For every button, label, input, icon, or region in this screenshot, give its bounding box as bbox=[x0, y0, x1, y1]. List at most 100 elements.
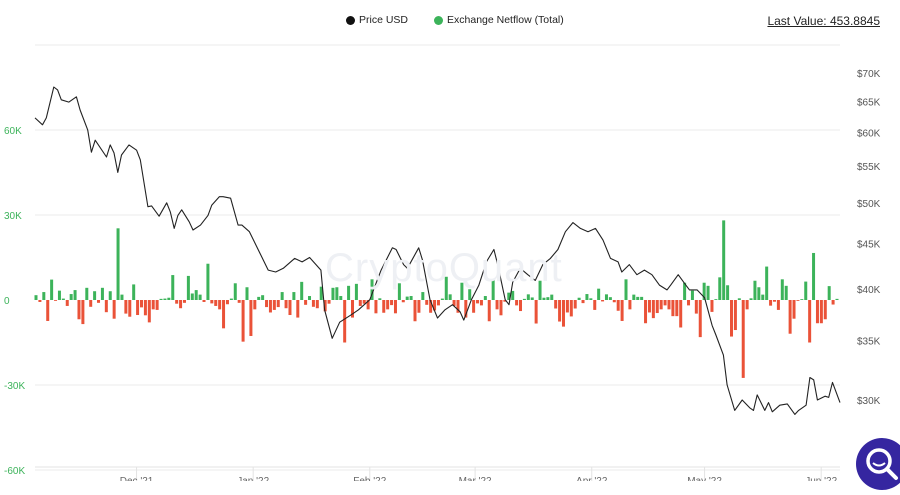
netflow-bar bbox=[741, 300, 745, 378]
netflow-bar bbox=[444, 276, 448, 300]
netflow-bar bbox=[479, 300, 483, 306]
netflow-bar bbox=[569, 300, 573, 317]
right-axis: $70K $65K $60K $55K $50K $45K $40K $35K $30K bbox=[857, 69, 881, 407]
netflow-bar bbox=[644, 300, 648, 324]
right-tick-label: $70K bbox=[857, 69, 881, 80]
netflow-bar bbox=[253, 300, 257, 310]
netflow-bar bbox=[132, 284, 136, 300]
netflow-bar bbox=[128, 300, 132, 317]
netflow-bar bbox=[835, 298, 839, 300]
netflow-bar bbox=[526, 294, 530, 300]
netflow-bar bbox=[538, 280, 542, 300]
netflow-bar bbox=[382, 300, 386, 313]
netflow-bar bbox=[237, 300, 241, 303]
x-tick-label: Mar '22 bbox=[459, 476, 492, 481]
netflow-bar bbox=[61, 298, 65, 300]
gridlines bbox=[35, 44, 840, 471]
x-tick-label: May '22 bbox=[687, 476, 722, 481]
netflow-bar bbox=[819, 300, 823, 324]
netflow-bar bbox=[679, 300, 683, 328]
netflow-bar bbox=[687, 300, 691, 306]
netflow-bar bbox=[331, 287, 335, 300]
netflow-bar bbox=[730, 300, 734, 337]
netflow-bar bbox=[597, 288, 601, 300]
netflow-bar bbox=[93, 291, 97, 300]
netflow-bar bbox=[77, 300, 81, 320]
right-tick-label: $60K bbox=[857, 128, 881, 139]
netflow-bar bbox=[511, 290, 515, 300]
netflow-bar bbox=[378, 298, 382, 300]
netflow-bar bbox=[284, 300, 288, 309]
netflow-bar bbox=[335, 287, 339, 300]
netflow-bar bbox=[393, 300, 397, 314]
right-tick-label: $45K bbox=[857, 239, 881, 250]
netflow-bar bbox=[268, 300, 272, 313]
netflow-bar bbox=[366, 300, 370, 310]
netflow-bar bbox=[214, 300, 218, 306]
netflow-bar bbox=[175, 300, 179, 304]
netflow-bar bbox=[585, 294, 589, 300]
netflow-bar bbox=[530, 297, 534, 300]
netflow-bar bbox=[358, 300, 362, 306]
netflow-bar bbox=[722, 220, 726, 300]
netflow-bar bbox=[50, 279, 54, 300]
x-tick-label: Jan '22 bbox=[237, 476, 269, 481]
netflow-bar bbox=[218, 300, 222, 310]
netflow-bar bbox=[210, 300, 214, 304]
netflow-bar bbox=[448, 294, 452, 300]
netflow-bar bbox=[702, 282, 706, 300]
netflow-bar bbox=[573, 300, 577, 309]
netflow-bar bbox=[362, 300, 366, 304]
netflow-bar bbox=[46, 300, 50, 321]
netflow-bar bbox=[604, 294, 608, 300]
netflow-bar bbox=[405, 296, 409, 300]
netflow-bar bbox=[354, 283, 358, 300]
netflow-bar bbox=[561, 300, 565, 327]
netflow-bar bbox=[272, 300, 276, 310]
legend-item-price[interactable]: Price USD bbox=[346, 14, 408, 26]
netflow-bar bbox=[225, 300, 229, 305]
netflow-bar bbox=[308, 296, 312, 300]
netflow-bar bbox=[507, 292, 511, 300]
left-tick-label: -60K bbox=[4, 466, 25, 477]
x-axis: Dec '21 Jan '22 Feb '22 Mar '22 Apr '22 May '… bbox=[35, 466, 840, 481]
search-button[interactable] bbox=[856, 438, 900, 490]
netflow-bar bbox=[671, 300, 675, 317]
netflow-bar bbox=[726, 285, 730, 300]
netflow-bar bbox=[257, 296, 261, 300]
right-tick-label: $30K bbox=[857, 396, 881, 407]
netflow-bars bbox=[34, 220, 839, 378]
netflow-bar bbox=[440, 298, 444, 300]
netflow-bar bbox=[433, 300, 437, 311]
watermark: CryptoQuant bbox=[325, 246, 563, 290]
netflow-bar bbox=[350, 300, 354, 318]
netflow-bar bbox=[401, 300, 405, 303]
netflow-bar bbox=[640, 296, 644, 300]
legend-item-netflow[interactable]: Exchange Netflow (Total) bbox=[434, 14, 564, 26]
netflow-bar bbox=[194, 290, 198, 300]
netflow-bar bbox=[753, 280, 757, 300]
netflow-bar bbox=[112, 300, 116, 319]
netflow-bar bbox=[124, 300, 128, 314]
netflow-bar bbox=[436, 300, 440, 306]
netflow-bar bbox=[120, 294, 124, 300]
netflow-price-chart: Dec '21 Jan '22 Feb '22 Mar '22 Apr '22 May '… bbox=[4, 44, 881, 481]
netflow-bar bbox=[812, 252, 816, 300]
last-value: Last Value: 453.8845 bbox=[767, 14, 880, 28]
netflow-bar bbox=[222, 300, 226, 329]
legend-label: Exchange Netflow (Total) bbox=[447, 14, 564, 26]
right-tick-label: $40K bbox=[857, 285, 881, 296]
netflow-bar bbox=[737, 298, 741, 300]
netflow-bar bbox=[565, 300, 569, 313]
netflow-bar bbox=[601, 300, 605, 302]
netflow-bar bbox=[495, 300, 499, 310]
netflow-bar bbox=[628, 300, 632, 310]
netflow-bar bbox=[425, 300, 429, 305]
right-tick-label: $50K bbox=[857, 199, 881, 210]
netflow-bar bbox=[276, 300, 280, 308]
netflow-bar bbox=[772, 300, 776, 302]
netflow-bar bbox=[97, 300, 101, 303]
netflow-bar bbox=[265, 300, 269, 308]
netflow-bar bbox=[34, 295, 38, 300]
netflow-bar bbox=[38, 300, 42, 302]
